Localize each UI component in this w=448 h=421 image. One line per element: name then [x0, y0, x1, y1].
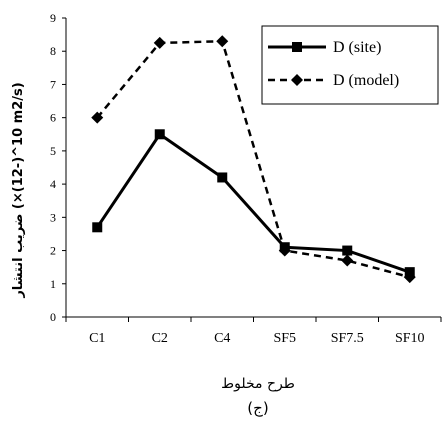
series-line — [96, 132, 411, 274]
y-tick-label: 1 — [50, 277, 56, 291]
y-tick-label: 6 — [50, 111, 56, 125]
series-model — [91, 35, 416, 284]
legend-label: D (site) — [333, 39, 381, 56]
data-point — [278, 244, 291, 257]
data-point — [403, 271, 416, 284]
x-tick-label: C2 — [152, 331, 168, 346]
data-point — [216, 35, 229, 48]
x-tick-label: SF10 — [395, 331, 425, 346]
figure-caption: (ج) — [247, 399, 268, 418]
data-point — [341, 254, 354, 267]
series-line — [96, 39, 411, 279]
legend-marker — [292, 42, 302, 52]
legend-label: D (model) — [333, 72, 399, 89]
legend-box — [261, 25, 439, 105]
y-tick-label: 4 — [50, 177, 56, 191]
y-tick-label: 2 — [50, 244, 56, 258]
x-tick-label: SF7.5 — [331, 331, 364, 346]
y-tick-label: 3 — [50, 210, 56, 224]
data-point — [92, 222, 103, 233]
legend-marker — [291, 74, 303, 86]
series-layer — [91, 35, 416, 284]
x-ticks: C1 C2 C4 SF5 SF7.5 SF10 — [65, 317, 442, 346]
data-point — [154, 129, 165, 140]
x-tick-label: C1 — [89, 331, 105, 346]
legend: D (site) D (model) — [261, 25, 439, 105]
x-tick-label: SF5 — [273, 331, 296, 346]
data-point — [342, 245, 353, 256]
data-point — [153, 36, 166, 49]
y-tick-label: 0 — [50, 310, 56, 324]
y-axis-title: ضریب انتشار (×10^(-12) m2/s) — [11, 82, 26, 298]
data-point — [91, 111, 104, 124]
series-site — [92, 129, 415, 278]
y-tick-label: 8 — [50, 44, 56, 58]
legend-items: D (site) D (model) — [268, 39, 399, 89]
data-point — [217, 172, 228, 183]
y-ticks: 0 1 2 3 4 5 6 7 8 9 — [50, 11, 66, 324]
y-tick-label: 7 — [50, 77, 56, 91]
y-tick-label: 9 — [50, 11, 56, 25]
y-tick-label: 5 — [50, 144, 56, 158]
x-axis-title: طرح مخلوط — [221, 376, 295, 392]
x-tick-label: C4 — [214, 331, 230, 346]
